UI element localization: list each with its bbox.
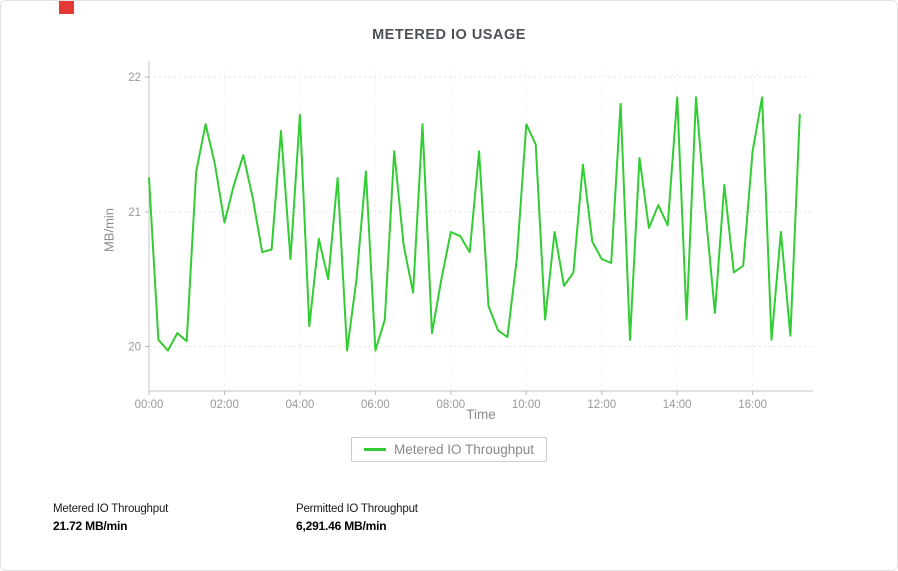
svg-text:00:00: 00:00 [135, 399, 164, 411]
svg-text:16:00: 16:00 [738, 399, 767, 411]
y-axis-label: MB/min [101, 207, 117, 253]
svg-text:10:00: 10:00 [512, 399, 541, 411]
legend-line-swatch-icon [363, 448, 386, 451]
stat-value: 21.72 MB/min [53, 519, 128, 533]
svg-text:14:00: 14:00 [663, 399, 692, 411]
legend-label: Metered IO Throughput [393, 442, 535, 457]
svg-text:12:00: 12:00 [587, 399, 616, 411]
x-axis-label: Time [466, 407, 496, 422]
stat-metered-io: Metered IO Throughput 21.72 MB/min [53, 503, 168, 533]
chart-title: METERED IO USAGE [372, 27, 526, 43]
legend-item-metered-io[interactable]: Metered IO Throughput [350, 437, 548, 462]
svg-text:20: 20 [128, 342, 141, 354]
svg-text:06:00: 06:00 [361, 399, 390, 411]
svg-text:08:00: 08:00 [436, 399, 465, 411]
stat-permitted-io: Permitted IO Throughput 6,291.46 MB/min [296, 503, 418, 533]
stat-value: 6,291.46 MB/min [296, 519, 387, 533]
stat-label: Permitted IO Throughput [296, 503, 418, 515]
svg-text:22: 22 [128, 72, 141, 84]
chart-legend: Metered IO Throughput [1, 437, 897, 462]
svg-text:04:00: 04:00 [286, 399, 315, 411]
stat-label: Metered IO Throughput [53, 503, 169, 515]
svg-text:02:00: 02:00 [210, 399, 239, 411]
svg-text:21: 21 [128, 207, 141, 219]
metered-io-line-chart: 00:00 02:00 04:00 06:00 08:00 10:00 12:00 14:00… [128, 61, 813, 411]
red-marker-badge [59, 1, 74, 14]
